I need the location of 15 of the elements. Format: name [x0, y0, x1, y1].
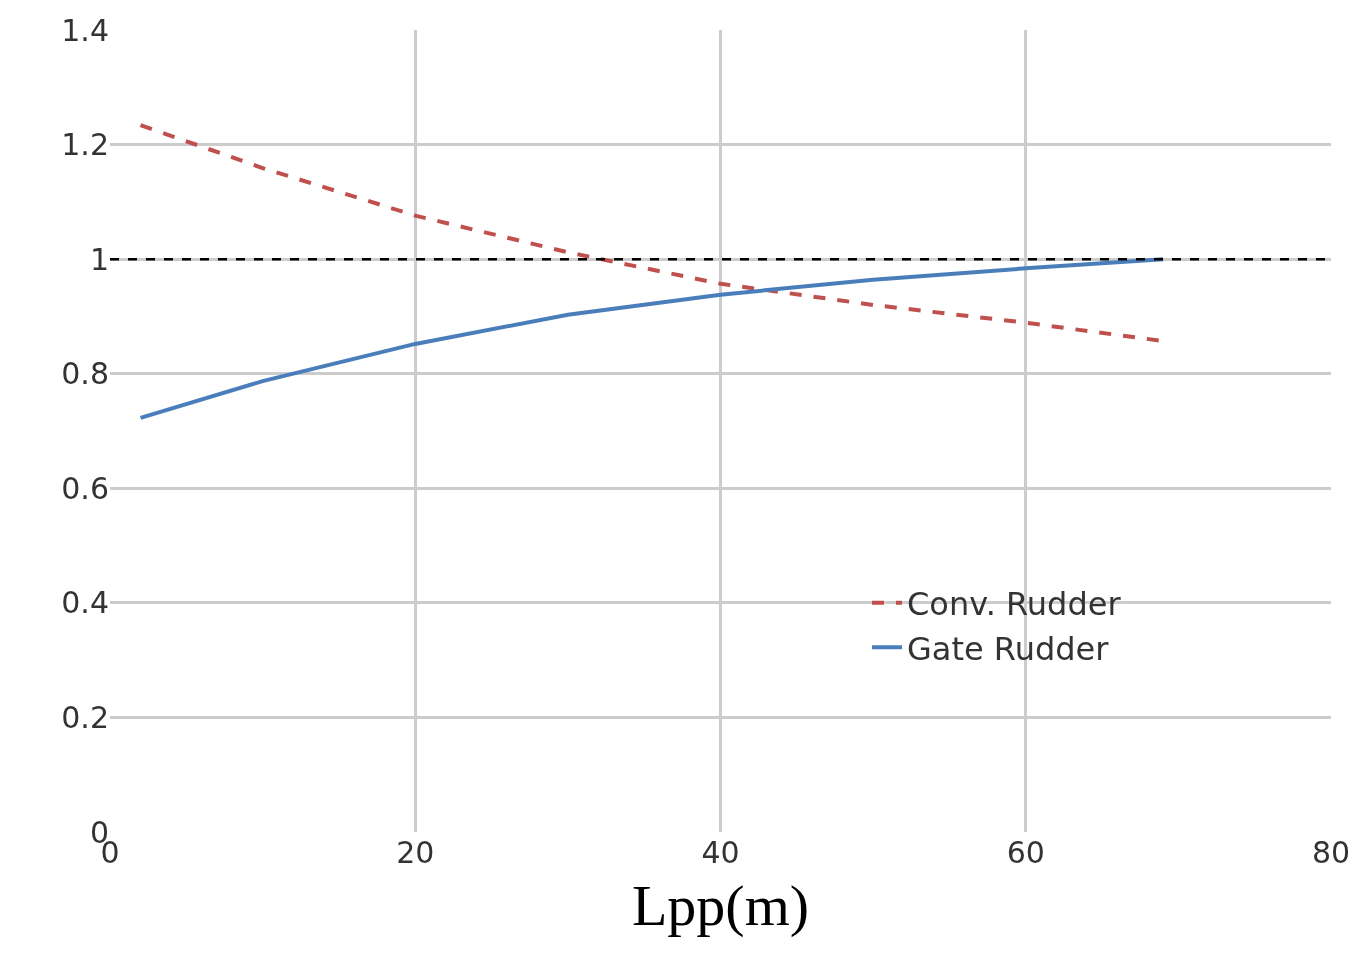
y-tick-label: 1.4 — [61, 12, 109, 48]
legend-label: Conv. Rudder — [907, 585, 1122, 624]
legend-label: Gate Rudder — [907, 629, 1110, 668]
x-tick-label: 20 — [396, 835, 435, 870]
x-axis-title: Lpp(m) — [631, 873, 810, 939]
x-tick-label: 40 — [701, 835, 740, 870]
y-tick-label: 0.2 — [61, 699, 109, 735]
line-series — [138, 257, 1166, 420]
y-tick-label: 0.4 — [61, 585, 109, 621]
x-tick-label: 60 — [1006, 835, 1045, 870]
y-tick-label: 0.6 — [61, 470, 109, 506]
y-tick-label: 1 — [89, 241, 109, 277]
y-tick-label: 0.8 — [61, 356, 109, 392]
x-tick-label: 80 — [1311, 835, 1351, 870]
y-tick-label: 1.2 — [61, 127, 109, 163]
